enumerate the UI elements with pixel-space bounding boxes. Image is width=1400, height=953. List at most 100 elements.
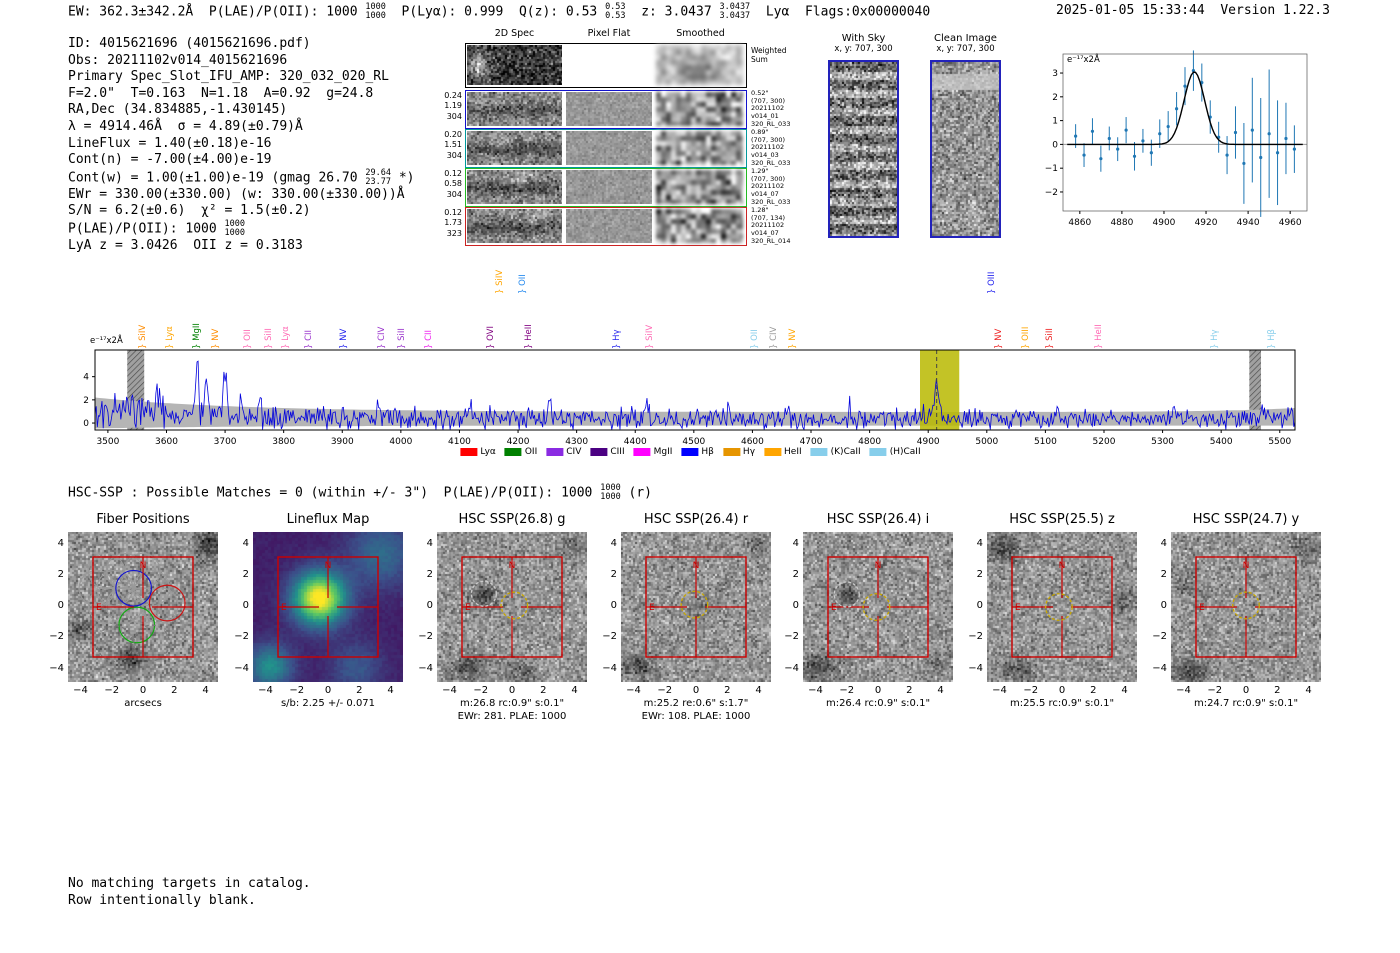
emission-line-label: } OIII [1020,326,1031,349]
panel-title: HSC SSP(26.4) r [643,512,749,527]
svg-text:E: E [281,603,287,613]
x-tick-label: 4 [755,685,762,696]
legend-item: Hβ [681,447,714,457]
text-segment: S/N = 6.2(±0.6) χ² = 1.5(±0.2) [68,203,311,219]
fiber-row-stats: 0.12 1.73 323 [444,208,462,238]
legend-label: Hβ [701,447,714,457]
note-line: Row intentionally blank. [68,892,256,908]
y-tick-label: 2 [426,568,433,580]
x-tick-label: 4 [1305,685,1312,696]
info-line: ID: 4015621696 (4015621696.pdf) [68,36,415,53]
spec2d-fiber-row [465,129,747,168]
x-tick-label: 4 [202,685,209,696]
x-tick-label: −4 [1176,685,1191,696]
sky-panel-coords: x, y: 707, 300 [834,44,893,54]
full-spectrum-plot: 3500 3600 3700 3800 3900 4000 4100 4200 4300 4400… [60,262,1350,472]
panel-overlay: NE [1195,556,1297,658]
svg-text:5200: 5200 [1093,437,1116,447]
y-tick-label: −2 [418,631,433,643]
panel-title: HSC SSP(26.8) g [458,512,566,527]
svg-text:4: 4 [83,373,89,383]
legend-item: HeII [764,447,802,457]
legend-item: (H)CaII [869,447,921,457]
cutout-panel-hsc_i: HSC SSP(26.4) i N E −4 −4 −2 −2 0 0 2 2 4 4 m:26.4 rc… [784,510,953,725]
emission-line-label: } NV [211,328,222,349]
svg-text:3: 3 [1052,69,1058,79]
svg-text:4400: 4400 [624,437,647,447]
panel-overlay: NE [1011,556,1113,658]
x-tick-label: 2 [356,685,363,696]
panel-title: HSC SSP(25.5) z [1009,512,1115,527]
legend-label: HeII [784,447,802,457]
legend-item: OII [504,447,537,457]
emission-line-label: } SiII [1045,328,1056,349]
info-line: RA,Dec (34.834885,-1.430145) [68,102,415,119]
target-info-block: ID: 4015621696 (4015621696.pdf) Obs: 2021… [68,36,415,255]
emission-line-label: } OII [518,274,529,294]
info-line: LyA z = 3.0426 OII z = 0.3183 [68,238,415,255]
legend-item: Lyα [460,447,496,457]
fiber-row-annotation: 0.52" (707, 300) 20211102 v014_01 320_RL_033 [751,89,791,128]
x-tick-label: 2 [540,685,547,696]
y-tick-label: 2 [976,568,983,580]
fiber-pixel-flat-image [566,92,652,126]
svg-text:E: E [1199,603,1205,613]
svg-text:E: E [465,603,471,613]
line-fit-plot: 4860 4880 4900 4920 4940 4960 −2 −1 0 1 2 3 e⁻¹⁷x2Å [1035,46,1315,238]
x-tick-label: 2 [171,685,178,696]
legend-label: (K)CaII [830,447,861,457]
line-fit-svg: 4860 4880 4900 4920 4940 4960 −2 −1 0 1 2 3 [1045,50,1308,228]
y-tick-label: 2 [57,568,64,580]
x-tick-label: 4 [387,685,394,696]
emission-line-label: } HeII [1093,324,1104,349]
cutout-panel-hsc_r: HSC SSP(26.4) r N E −4 −4 −2 −2 0 0 2 2 4 4 m:25.2 re… [602,510,771,725]
stacked-fraction: 1000 1000 [365,2,386,21]
legend-label: (H)CaII [889,447,921,457]
svg-text:5300: 5300 [1151,437,1174,447]
info-line: P(LAE)/P(OII): 1000 1000 1000 [68,220,415,238]
spectrum-units-label: e⁻¹⁷x2Å [90,336,123,346]
x-tick-label: −4 [258,685,273,696]
zoom-units-label: e⁻¹⁷x2Å [1067,55,1100,65]
svg-text:N: N [875,561,882,571]
x-tick-label: −2 [473,685,489,696]
legend-label: Hγ [742,447,756,457]
sky-panel-title: With Sky [841,33,886,44]
panel-overlay: NE [78,552,194,663]
panel-title: HSC SSP(24.7) y [1192,512,1300,527]
weighted-smoothed-image [656,45,743,85]
text-segment: RA,Dec (34.834885,-1.430145) [68,102,288,118]
x-tick-label: 2 [1090,685,1097,696]
panel-overlay: NE [827,556,929,658]
svg-text:3800: 3800 [272,437,295,447]
info-line: λ = 4914.46Å σ = 4.89(±0.79)Å [68,119,415,136]
fiber-row-annotation: 1.29" (707, 300) 20211102 v014_07 320_RL_033 [751,167,791,206]
x-tick-label: 4 [571,685,578,696]
svg-text:4000: 4000 [389,437,412,447]
x-tick-label: 0 [508,685,516,696]
y-tick-label: −2 [234,631,249,643]
panel-overlay: NE [461,556,563,658]
text-segment: HSC-SSP : Possible Matches = 0 (within +… [68,485,601,501]
legend-item: (K)CaII [810,447,861,457]
svg-text:N: N [140,561,147,571]
fiber-row-stats: 0.24 1.19 304 [444,91,462,121]
emission-line-label: } Hγ [611,329,622,349]
emission-line-label: } CIV [768,326,779,349]
legend-item: MgII [633,447,672,457]
legend-swatch [681,448,699,456]
header-timestamp-version: 2025-01-05 15:33:44 Version 1.22.3 [1056,3,1330,18]
svg-text:4900: 4900 [917,437,940,447]
y-tick-label: −4 [602,662,617,674]
y-tick-label: 4 [976,537,983,549]
x-tick-label: 2 [1274,685,1281,696]
emission-line-label: } SiII [397,328,408,349]
x-tick-label: −2 [657,685,673,696]
legend-swatch [460,448,478,456]
svg-text:4500: 4500 [682,437,705,447]
svg-text:2: 2 [1052,93,1058,103]
emission-line-label: } OII [750,329,761,349]
emission-line-label: } OII [242,329,253,349]
y-tick-label: 4 [610,537,617,549]
y-tick-label: −2 [1152,631,1167,643]
